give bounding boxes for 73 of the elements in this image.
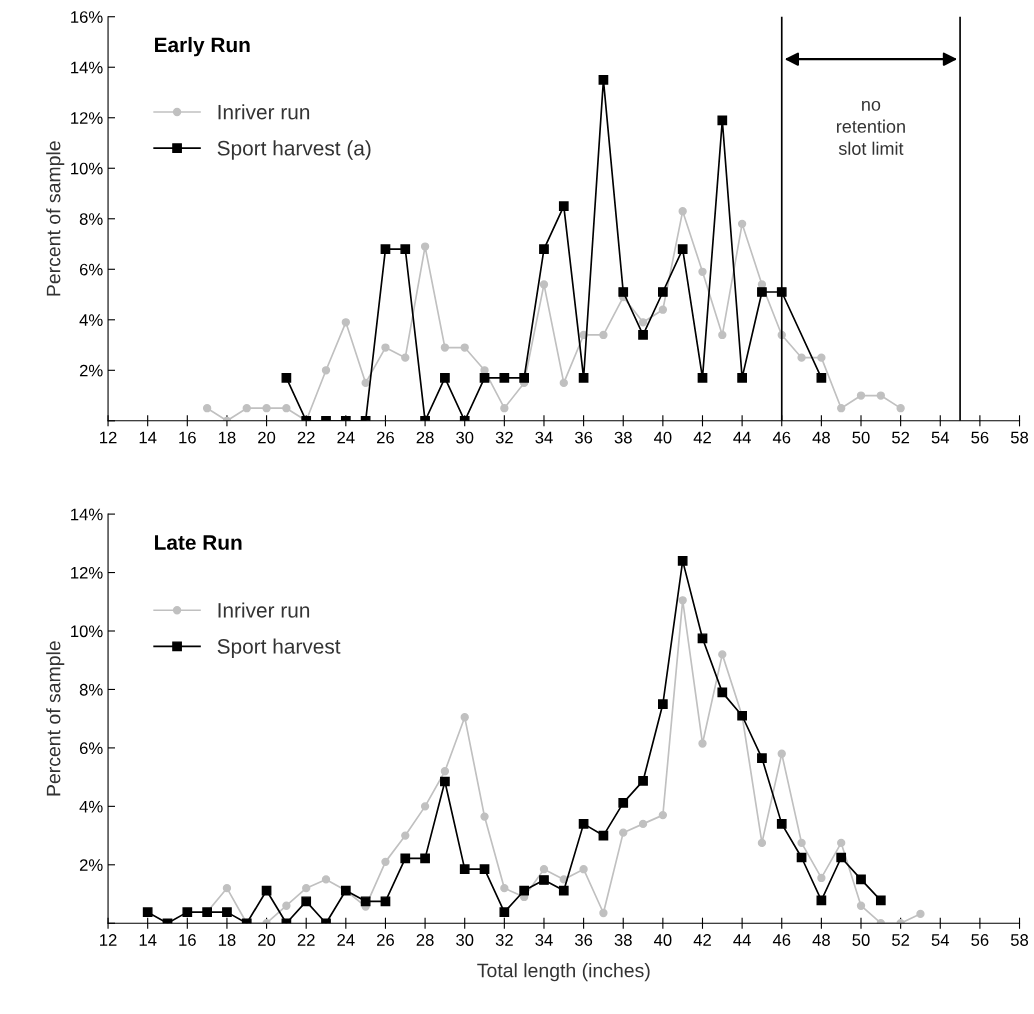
x-tick-label: 36 — [574, 934, 593, 946]
x-tick-label: 58 — [1010, 934, 1029, 946]
x-tick-label: 12 — [100, 431, 117, 444]
x-tick-label: 48 — [812, 934, 830, 946]
x-tick-label: 14 — [139, 934, 157, 946]
y-tick-label: 2% — [79, 859, 103, 871]
x-tick-label: 38 — [614, 934, 632, 946]
x-tick-label: 50 — [852, 934, 870, 946]
x-tick-label: 34 — [535, 934, 553, 946]
x-axis-title: Total length (inches) — [477, 963, 650, 982]
x-tick-label: 22 — [297, 431, 315, 444]
y-tick-label: 4% — [79, 800, 103, 813]
legend-label: Sport harvest — [217, 638, 341, 658]
x-tick-label: 16 — [179, 431, 196, 444]
y-tick-label: 12% — [71, 566, 103, 579]
x-tick-label: 54 — [931, 431, 950, 444]
x-tick-label: 40 — [653, 431, 672, 444]
x-tick-label: 52 — [892, 934, 910, 946]
x-tick-label: 26 — [377, 934, 394, 946]
y-axis-title: Percent of sample — [46, 141, 65, 296]
y-tick-label: 14% — [71, 61, 103, 74]
text: Early Run — [155, 36, 250, 57]
annotation: no retention slot limit — [836, 100, 905, 155]
x-tick-label: 32 — [495, 431, 513, 444]
x-tick-label: 54 — [931, 934, 950, 946]
x-tick-label: 30 — [456, 934, 474, 946]
y-tick-label: 14% — [71, 508, 103, 521]
legend-label: Sport harvest (a) — [217, 140, 371, 160]
x-tick-label: 36 — [574, 431, 593, 444]
x-tick-label: 28 — [416, 934, 434, 946]
x-tick-label: 20 — [258, 431, 276, 444]
x-tick-label: 56 — [971, 934, 989, 946]
x-tick-label: 48 — [812, 431, 830, 444]
x-tick-label: 50 — [852, 431, 870, 444]
x-tick-label: 18 — [218, 431, 236, 444]
x-tick-label: 34 — [535, 431, 553, 444]
x-tick-label: 30 — [456, 431, 474, 444]
x-tick-label: 44 — [733, 431, 751, 444]
x-tick-label: 46 — [772, 934, 791, 946]
x-tick-label: 14 — [139, 431, 157, 444]
x-tick-label: 32 — [495, 934, 513, 946]
x-tick-label: 18 — [218, 934, 236, 946]
x-tick-label: 24 — [337, 934, 355, 946]
x-tick-label: 24 — [337, 431, 355, 444]
x-tick-label: 40 — [653, 934, 672, 946]
y-tick-label: 8% — [79, 213, 103, 225]
y-tick-label: 4% — [79, 314, 103, 326]
x-tick-label: 52 — [892, 431, 910, 444]
x-tick-label: 42 — [693, 431, 711, 444]
legend-label: Inriver run — [218, 104, 310, 120]
y-tick-label: 12% — [71, 112, 103, 124]
x-tick-label: 58 — [1010, 431, 1029, 444]
legend-label: Inriver run — [218, 602, 310, 618]
y-tick-label: 10% — [71, 162, 103, 175]
y-tick-label: 2% — [79, 364, 103, 377]
x-tick-label: 26 — [377, 431, 394, 444]
y-tick-label: 8% — [79, 683, 103, 696]
x-tick-label: 38 — [614, 431, 632, 444]
x-tick-label: 16 — [179, 934, 196, 946]
text: Late Run — [155, 535, 242, 550]
x-tick-label: 20 — [258, 934, 276, 946]
x-tick-label: 42 — [693, 934, 711, 946]
x-tick-label: 28 — [416, 431, 434, 444]
y-axis-title: Percent of sample — [46, 641, 65, 796]
y-tick-label: 6% — [79, 263, 103, 276]
y-tick-label: 10% — [71, 625, 103, 638]
x-tick-label: 46 — [772, 431, 791, 444]
y-tick-label: 16% — [71, 11, 103, 23]
x-tick-label: 56 — [971, 431, 989, 444]
y-tick-label: 6% — [79, 742, 103, 755]
x-tick-label: 22 — [297, 934, 315, 946]
x-tick-label: 44 — [733, 934, 751, 946]
x-tick-label: 12 — [100, 934, 117, 946]
